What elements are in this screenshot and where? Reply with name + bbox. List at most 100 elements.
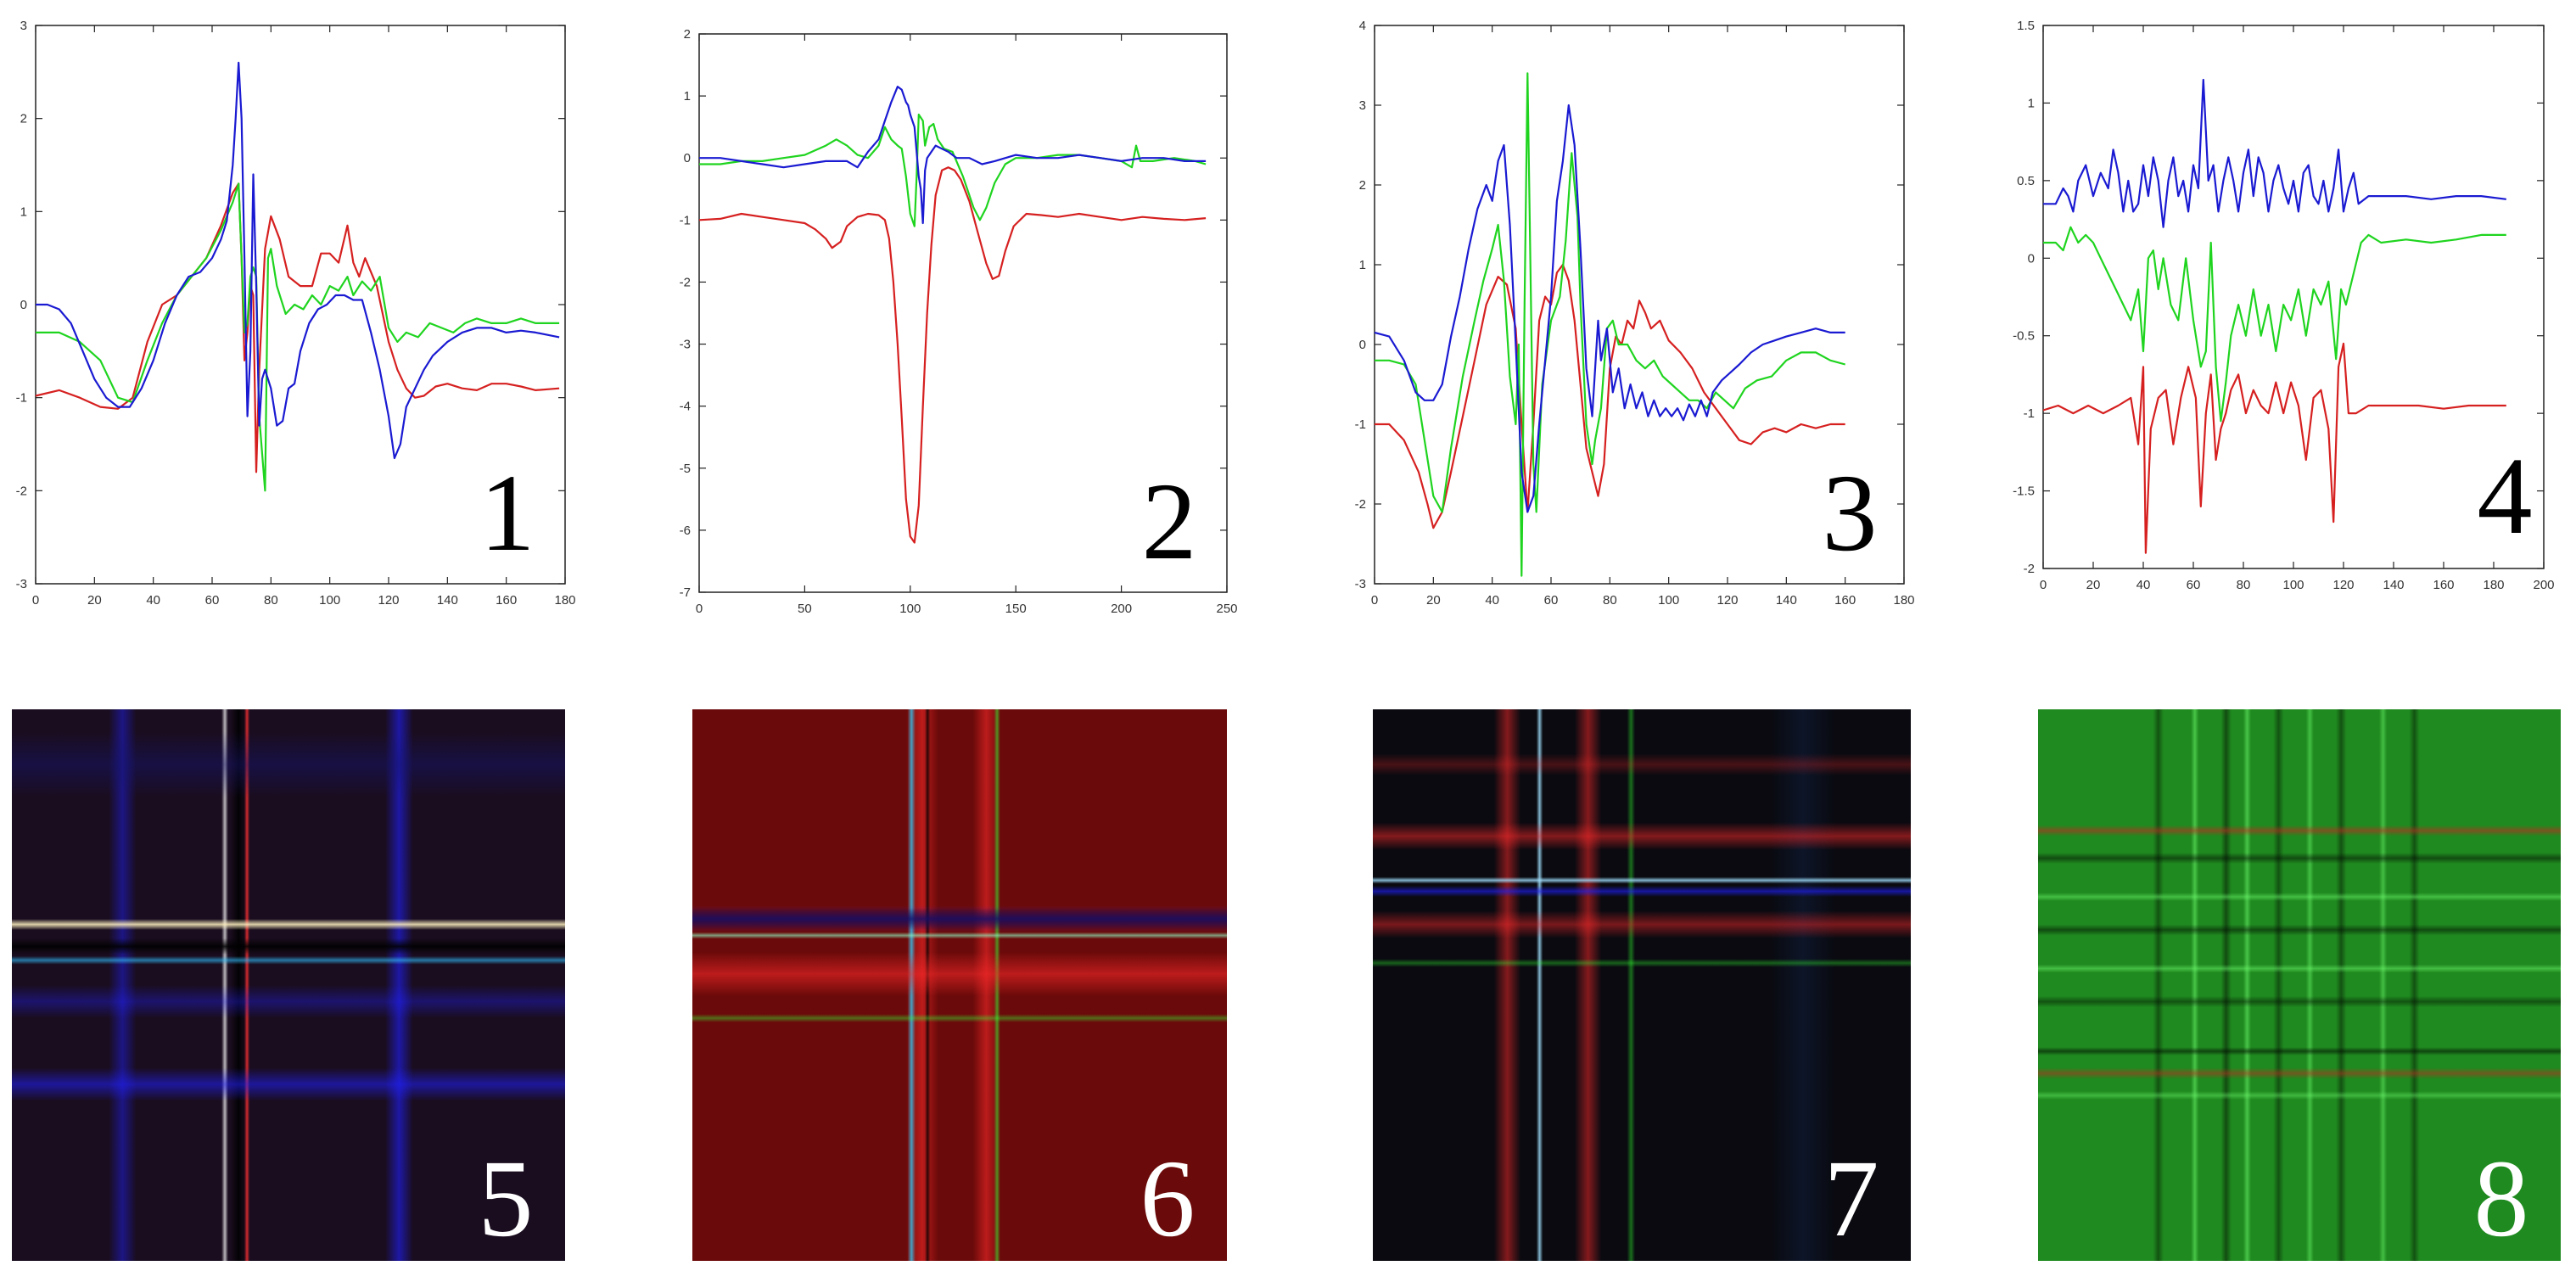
horizontal-stripe bbox=[692, 952, 1227, 996]
y-tick-label: 0 bbox=[2028, 251, 2035, 266]
panel-number-label: 1 bbox=[480, 452, 535, 574]
matrix-panel-6: 6 bbox=[692, 709, 1227, 1261]
horizontal-stripe bbox=[12, 731, 565, 798]
series-line-1 bbox=[1375, 263, 1845, 529]
series-line-1 bbox=[698, 166, 1207, 544]
matrix-image bbox=[2038, 709, 2561, 1261]
horizontal-stripe bbox=[2038, 1047, 2561, 1056]
y-tick-label: -2 bbox=[680, 275, 691, 289]
horizontal-stripe bbox=[2038, 1067, 2561, 1079]
x-tick-label: 40 bbox=[2136, 578, 2151, 592]
matrix-image bbox=[692, 709, 1227, 1261]
series-line-3 bbox=[2043, 78, 2506, 228]
y-tick-label: -0.5 bbox=[2013, 329, 2035, 344]
y-tick-label: -1 bbox=[2024, 406, 2035, 421]
horizontal-stripe bbox=[2038, 964, 2561, 973]
horizontal-stripe bbox=[692, 932, 1227, 939]
y-tick-label: 1.5 bbox=[2017, 19, 2035, 33]
x-tick-label: 140 bbox=[437, 593, 458, 608]
matrix-image bbox=[1373, 709, 1911, 1261]
vertical-stripe bbox=[1536, 709, 1543, 1261]
vertical-stripe bbox=[2273, 709, 2284, 1261]
y-tick-label: -1 bbox=[16, 391, 27, 406]
horizontal-stripe bbox=[1373, 753, 1911, 776]
y-tick-label: 4 bbox=[1359, 19, 1366, 33]
vertical-stripe bbox=[1771, 709, 1836, 1261]
chart-panel-1: 0 20 40 60 80 100 120 140 160 180 -3 -2 -1 0 1 2 3 1 bbox=[16, 19, 576, 608]
y-tick-label: -3 bbox=[16, 577, 27, 591]
y-tick-label: -3 bbox=[680, 338, 691, 352]
y-tick-label: 0 bbox=[684, 151, 691, 165]
panel-number-label: 6 bbox=[1140, 1138, 1196, 1260]
matrix-background bbox=[2038, 709, 2561, 1261]
chart-panel-3: 0 20 40 60 80 100 120 140 160 180 -3 -2 -1 0 1 2 3 4 3 bbox=[1355, 19, 1915, 608]
x-tick-label: 0 bbox=[2040, 578, 2047, 592]
y-tick-label: 3 bbox=[1359, 98, 1366, 113]
y-tick-label: 0 bbox=[20, 298, 27, 312]
horizontal-stripe bbox=[12, 919, 565, 930]
x-tick-label: 20 bbox=[1426, 593, 1441, 608]
vertical-stripe bbox=[1627, 709, 1636, 1261]
x-tick-label: 0 bbox=[1371, 593, 1378, 608]
vertical-stripe bbox=[2153, 709, 2164, 1261]
horizontal-stripe bbox=[692, 1014, 1227, 1022]
x-tick-label: 120 bbox=[378, 593, 399, 608]
y-tick-label: 2 bbox=[20, 112, 27, 126]
x-tick-label: 50 bbox=[798, 602, 812, 616]
chart-panel-4: 0 20 40 60 80 100 120 140 160 180 200-2-1.5-1-0.50… bbox=[2013, 19, 2554, 592]
horizontal-stripe bbox=[2038, 853, 2561, 864]
horizontal-stripe bbox=[12, 955, 565, 965]
y-tick-label: 3 bbox=[20, 19, 27, 33]
x-tick-label: 80 bbox=[1603, 593, 1617, 608]
vertical-stripe bbox=[1574, 709, 1602, 1261]
vertical-stripe bbox=[2191, 709, 2199, 1261]
y-tick-label: 2 bbox=[1359, 178, 1366, 193]
vertical-stripe bbox=[2378, 709, 2388, 1261]
panel-number-label: 5 bbox=[479, 1138, 534, 1260]
matrix-image bbox=[12, 709, 565, 1261]
horizontal-stripe bbox=[2038, 1091, 2561, 1100]
y-tick-label: -1 bbox=[680, 213, 691, 227]
panel-number-label: 2 bbox=[1142, 461, 1197, 583]
vertical-stripe bbox=[2409, 709, 2420, 1261]
panel-number-label: 4 bbox=[2478, 435, 2533, 557]
horizontal-stripe bbox=[2038, 825, 2561, 837]
y-tick-label: -5 bbox=[680, 462, 691, 476]
horizontal-stripe bbox=[1373, 822, 1911, 850]
series-line-2 bbox=[2043, 226, 2506, 423]
x-tick-label: 180 bbox=[554, 593, 575, 608]
x-tick-label: 120 bbox=[1716, 593, 1738, 608]
x-tick-label: 200 bbox=[1111, 602, 1132, 616]
chart-panel-2: 0 50 100 150 200 250 -7 -6 -5 -4 -3 -2 -1 0 1 2 2 bbox=[680, 27, 1238, 616]
plot-frame bbox=[2042, 25, 2545, 569]
y-tick-label: 2 bbox=[684, 27, 691, 42]
x-tick-label: 140 bbox=[2383, 578, 2404, 592]
y-tick-label: 0 bbox=[1359, 338, 1366, 352]
y-tick-label: 1 bbox=[2028, 96, 2035, 110]
x-tick-label: 100 bbox=[899, 602, 921, 616]
x-tick-label: 180 bbox=[2483, 578, 2504, 592]
y-tick-label: -2 bbox=[2024, 562, 2035, 576]
horizontal-stripe bbox=[2038, 924, 2561, 936]
x-tick-label: 100 bbox=[2282, 578, 2304, 592]
x-tick-label: 180 bbox=[1893, 593, 1914, 608]
vertical-stripe bbox=[2305, 709, 2314, 1261]
vertical-stripe bbox=[2220, 709, 2232, 1261]
matrix-panel-7: 7 bbox=[1373, 709, 1911, 1261]
x-tick-label: 80 bbox=[2237, 578, 2251, 592]
x-tick-label: 250 bbox=[1216, 602, 1237, 616]
y-tick-label: 1 bbox=[1359, 258, 1366, 272]
series-line-2 bbox=[1375, 72, 1845, 577]
horizontal-stripe bbox=[2038, 893, 2561, 901]
x-tick-label: 150 bbox=[1005, 602, 1027, 616]
horizontal-stripe bbox=[1373, 876, 1911, 884]
series-line-3 bbox=[699, 86, 1207, 225]
x-tick-label: 100 bbox=[1658, 593, 1679, 608]
x-tick-label: 160 bbox=[2433, 578, 2454, 592]
horizontal-stripe bbox=[12, 985, 565, 1018]
y-tick-label: -3 bbox=[1355, 577, 1366, 591]
matrix-panel-5: 5 bbox=[12, 709, 565, 1261]
x-tick-label: 0 bbox=[696, 602, 703, 616]
x-tick-label: 160 bbox=[496, 593, 517, 608]
vertical-stripe bbox=[2243, 709, 2252, 1261]
